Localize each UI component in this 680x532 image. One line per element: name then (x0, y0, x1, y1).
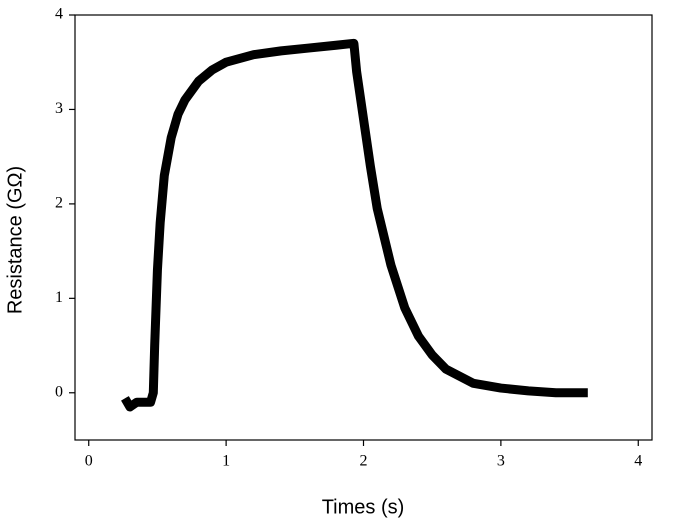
y-tick-label: 4 (55, 6, 63, 23)
y-tick-label: 3 (55, 100, 63, 117)
x-tick-label: 2 (360, 453, 368, 470)
x-tick-label: 1 (222, 453, 230, 470)
y-tick-label: 1 (55, 289, 63, 306)
x-tick-label: 0 (85, 453, 93, 470)
x-tick-label: 4 (634, 453, 642, 470)
x-axis-label: Times (s) (322, 496, 405, 518)
y-tick-label: 0 (55, 383, 63, 400)
y-axis-label: Resistance (GΩ) (4, 166, 26, 314)
data-line (121, 38, 588, 412)
y-tick-label: 2 (55, 195, 63, 212)
x-tick-label: 3 (497, 453, 505, 470)
